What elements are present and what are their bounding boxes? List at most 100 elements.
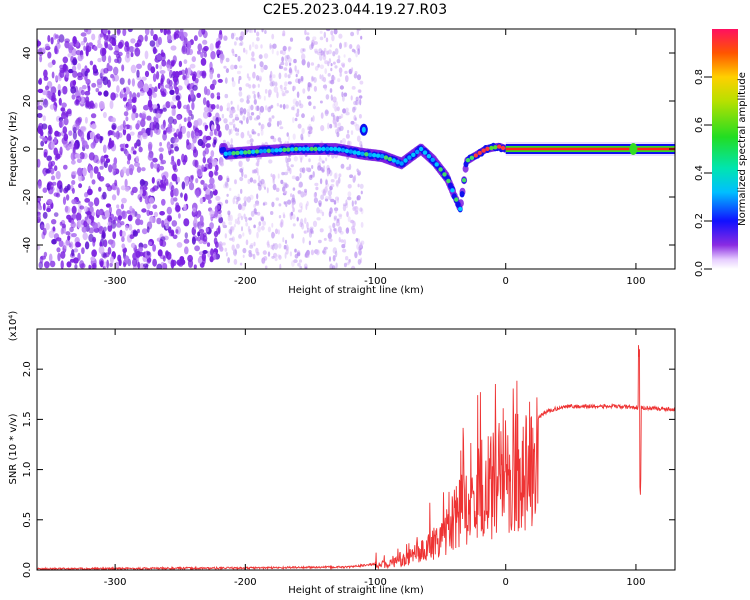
noise-cell xyxy=(142,132,148,140)
ridge-peak xyxy=(461,178,467,183)
faint-cell xyxy=(323,165,326,172)
noise-cell xyxy=(217,78,223,83)
ridge-peak xyxy=(356,150,361,156)
noise-cell xyxy=(170,45,177,51)
faint-cell xyxy=(332,103,336,109)
faint-cell xyxy=(356,29,359,36)
faint-cell xyxy=(224,181,228,187)
faint-cell xyxy=(330,198,335,203)
faint-cell xyxy=(281,33,286,37)
faint-cell xyxy=(259,105,265,113)
noise-cell xyxy=(41,123,48,130)
faint-cell xyxy=(253,64,257,69)
noise-cell xyxy=(47,35,51,43)
noise-cell xyxy=(85,100,89,108)
noise-cell xyxy=(56,247,61,253)
noise-cell xyxy=(77,54,83,62)
faint-cell xyxy=(357,258,362,265)
noise-cell xyxy=(119,77,125,85)
faint-cell xyxy=(315,249,320,256)
faint-cell xyxy=(257,225,261,233)
noise-cell xyxy=(212,116,217,122)
faint-cell xyxy=(284,90,289,94)
faint-cell xyxy=(238,65,243,69)
faint-cell xyxy=(279,65,284,70)
noise-cell xyxy=(82,167,87,177)
noise-cell xyxy=(128,164,135,172)
faint-cell xyxy=(318,158,323,162)
faint-cell xyxy=(267,106,272,113)
ridge-peak xyxy=(364,152,369,157)
noise-cell xyxy=(207,250,211,258)
ridge-peak xyxy=(395,159,400,165)
noise-cell xyxy=(40,140,45,147)
noise-cell xyxy=(110,92,116,101)
faint-cell xyxy=(359,242,363,249)
noise-cell xyxy=(80,125,87,132)
noise-cell xyxy=(111,140,115,148)
noise-cell xyxy=(160,29,164,33)
noise-cell xyxy=(60,251,66,259)
faint-cell xyxy=(288,46,292,50)
faint-cell xyxy=(236,70,241,75)
faint-cell xyxy=(282,186,286,192)
faint-cell xyxy=(272,243,276,247)
noise-cell xyxy=(219,30,223,35)
noise-cell xyxy=(42,137,48,142)
faint-cell xyxy=(238,86,242,91)
ridge-peak xyxy=(329,146,334,152)
noise-cell xyxy=(206,100,210,108)
noise-cell xyxy=(37,105,43,111)
noise-cell xyxy=(195,178,199,184)
noise-cell xyxy=(157,36,162,46)
noise-cell xyxy=(59,64,64,70)
noise-cell xyxy=(115,264,118,269)
faint-cell xyxy=(234,41,237,46)
noise-cell xyxy=(58,97,62,106)
noise-cell xyxy=(102,29,108,35)
faint-cell xyxy=(236,220,241,225)
noise-cell xyxy=(73,257,79,264)
noise-cell xyxy=(131,146,135,151)
faint-cell xyxy=(300,206,303,210)
noise-cell xyxy=(173,137,179,143)
faint-cell xyxy=(297,209,303,213)
ridge-peak xyxy=(375,153,381,158)
snr-x-label: Height of straight line (km) xyxy=(288,585,424,596)
faint-cell xyxy=(283,244,287,250)
faint-cell xyxy=(343,92,348,97)
faint-cell xyxy=(241,226,243,232)
faint-cell xyxy=(356,135,361,142)
noise-cell xyxy=(141,167,146,172)
x-tick-label: 100 xyxy=(626,577,645,588)
noise-cell xyxy=(63,140,69,148)
noise-cell xyxy=(103,239,108,248)
faint-cell xyxy=(326,50,329,55)
noise-cell xyxy=(81,140,88,148)
noise-cell xyxy=(161,83,165,92)
noise-cell xyxy=(156,167,160,173)
ridge-peak xyxy=(317,146,322,152)
faint-cell xyxy=(337,226,342,233)
noise-cell xyxy=(125,143,129,148)
noise-cell xyxy=(139,91,145,96)
noise-cell xyxy=(218,241,223,249)
noise-cell xyxy=(151,177,155,184)
noise-cell xyxy=(37,100,40,106)
faint-cell xyxy=(338,126,341,132)
faint-cell xyxy=(303,193,306,197)
noise-cell xyxy=(135,250,141,258)
faint-cell xyxy=(331,74,335,82)
faint-cell xyxy=(293,259,298,263)
faint-cell xyxy=(279,84,283,89)
noise-cell xyxy=(127,214,133,222)
faint-cell xyxy=(339,42,342,50)
faint-cell xyxy=(248,76,251,81)
noise-cell xyxy=(135,218,141,226)
faint-cell xyxy=(243,174,248,179)
noise-cell xyxy=(160,179,164,185)
faint-cell xyxy=(307,82,313,88)
faint-cell xyxy=(323,31,326,39)
faint-cell xyxy=(360,208,364,215)
noise-cell xyxy=(92,222,98,230)
